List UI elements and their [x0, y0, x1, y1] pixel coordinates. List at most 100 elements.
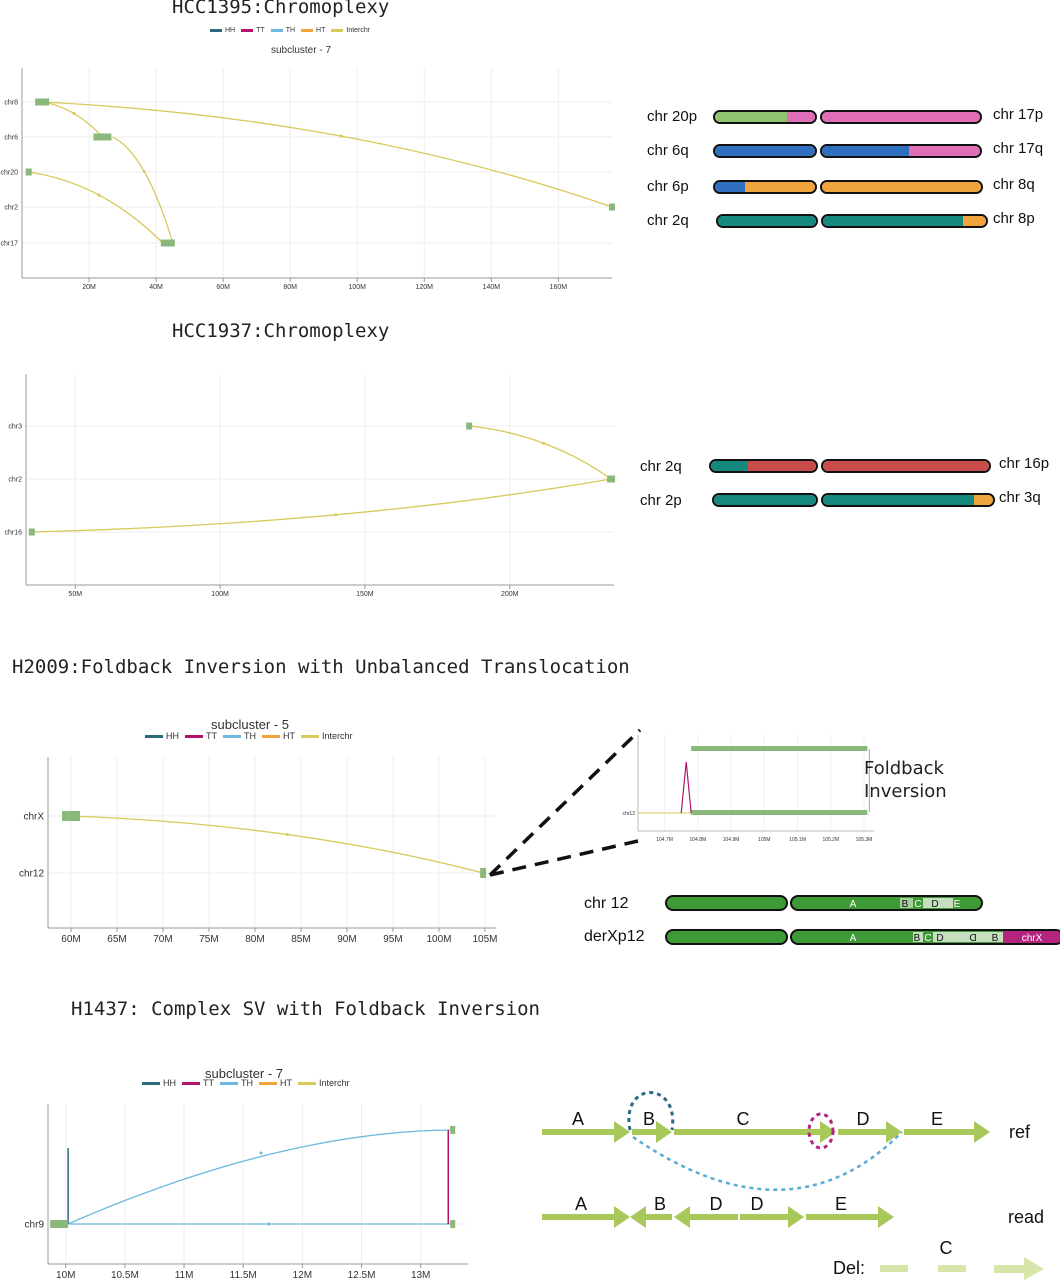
ref-arrow-c [674, 1121, 836, 1143]
breakpoint-node [28, 528, 35, 536]
chromosome-segment [908, 146, 980, 156]
breakpoint-node [691, 810, 868, 815]
x-tick-label: 160M [550, 284, 568, 291]
breakpoint-node [466, 422, 473, 430]
karyotype-left-label: chr 2p [640, 492, 682, 509]
karyotype-right-label: chr 17q [993, 140, 1044, 157]
chromosome-arm-p [709, 459, 818, 473]
read-arrow-d [674, 1206, 738, 1228]
derxp12-label: derXp12 [584, 928, 645, 945]
legend-item-hh: HH [145, 731, 179, 741]
zoom-line [489, 839, 639, 877]
ref-arrow-a [542, 1121, 630, 1143]
chromosome-segment [718, 216, 816, 226]
breakpoint-node [450, 1220, 456, 1228]
ref-letter: D [857, 1109, 870, 1129]
del-arrow [994, 1257, 1044, 1280]
chromosome-arm-q [821, 493, 995, 507]
karyotype-left-label: chr 6p [647, 178, 689, 195]
segment-letter: D [931, 899, 938, 910]
deletion-link [632, 1131, 903, 1191]
segment-letter: C [924, 933, 931, 944]
read-letter: D [710, 1194, 723, 1214]
read-arrow-b [630, 1206, 672, 1228]
link-interchr [112, 136, 174, 244]
breakpoint-node [607, 475, 616, 483]
chromosome-segment [715, 112, 787, 122]
ref-arrow-b [632, 1121, 672, 1143]
hcc1395-subtitle: subcluster - 7 [271, 45, 332, 56]
x-tick-label: 10M [56, 1270, 75, 1280]
hcc1937-title: HCC1937:Chromoplexy [172, 320, 390, 342]
h2009-title: H2009:Foldback Inversion with Unbalanced… [12, 656, 630, 678]
chromosome [713, 110, 982, 124]
del-dash [880, 1265, 908, 1272]
chromosome-segment [822, 182, 981, 192]
link-midpoint [259, 1151, 263, 1155]
x-tick-label: 100M [211, 591, 229, 598]
chromosome-segment [822, 112, 980, 122]
read-letter: E [835, 1194, 847, 1214]
karyotype-left-label: chr 2q [640, 458, 682, 475]
chromosome [713, 144, 982, 158]
link-interchr [42, 101, 613, 208]
legend-item-ht: HT [262, 731, 295, 741]
legend-item-interchr: Interchr [331, 27, 370, 34]
karyotype-right-label: chr 8p [993, 210, 1035, 227]
chromosome [712, 493, 995, 507]
x-tick-label: 75M [199, 934, 218, 945]
ref-letter: C [737, 1109, 750, 1129]
read-letter: B [654, 1194, 666, 1214]
breakpoint-node [691, 746, 868, 751]
x-tick-label: 105M [758, 837, 771, 843]
chr12-label: chr 12 [584, 895, 629, 912]
legend-item-th: TH [220, 1078, 253, 1088]
legend-item-th: TH [223, 731, 256, 741]
x-tick-label: 65M [107, 934, 126, 945]
segment-letter: B [992, 933, 999, 944]
segment-letter: B [902, 899, 909, 910]
segment-letter: E [954, 899, 961, 910]
h2009-inset-plot: 104.7M 104.8M 104.9M 105M 105.1M 105.2M 105.3M… [488, 728, 874, 877]
chromosome-segment [711, 461, 748, 471]
foldback-loop [627, 1091, 675, 1131]
segment-b [900, 898, 913, 908]
ref-letter: B [643, 1109, 655, 1129]
segment-letter: A [850, 933, 857, 944]
segment-letter: D [969, 933, 976, 944]
read-arrow-a [542, 1206, 630, 1228]
foldback-inversion-label: Foldback Inversion [864, 758, 947, 802]
karyotype-right-label: chr 17p [993, 106, 1044, 123]
link-interchr [70, 815, 484, 874]
chromosome-arm-p [713, 110, 817, 124]
breakpoint-node [25, 168, 32, 176]
y-tick-label: chr12 [622, 811, 635, 817]
link-interchr [28, 171, 164, 244]
y-tick-label: chr8 [4, 99, 18, 106]
x-tick-label: 60M [216, 284, 230, 291]
x-tick-label: 10.5M [111, 1270, 139, 1280]
breakpoint-node [50, 1220, 69, 1228]
x-tick-label: 105.1M [789, 837, 806, 843]
legend-item-th: TH [270, 27, 295, 34]
chromosome-arm-p [716, 214, 818, 228]
legend-item-hh: HH [210, 27, 235, 34]
segment-letter: B [914, 933, 921, 944]
chromosome-segment [715, 182, 745, 192]
chromosome-segment [963, 216, 986, 226]
chromosome [709, 459, 991, 473]
link-interchr [31, 478, 612, 533]
x-tick-label: 200M [501, 591, 519, 598]
chromosome-segment [823, 461, 989, 471]
breakpoint-node [93, 133, 112, 141]
chromosome-arm-q [821, 459, 991, 473]
x-tick-label: 140M [483, 284, 501, 291]
legend-item-interchr: Interchr [301, 731, 353, 741]
x-tick-label: 105.3M [856, 837, 873, 843]
hcc1395-plot: 20M 40M 60M 80M 100M 120M 140M 160M chr8 chr6 chr2… [0, 68, 615, 291]
segment-b [913, 932, 923, 942]
link-th [67, 1129, 451, 1225]
y-tick-label: chr2 [4, 204, 18, 211]
x-tick-label: 100M [348, 284, 366, 291]
segment-c [913, 898, 923, 908]
